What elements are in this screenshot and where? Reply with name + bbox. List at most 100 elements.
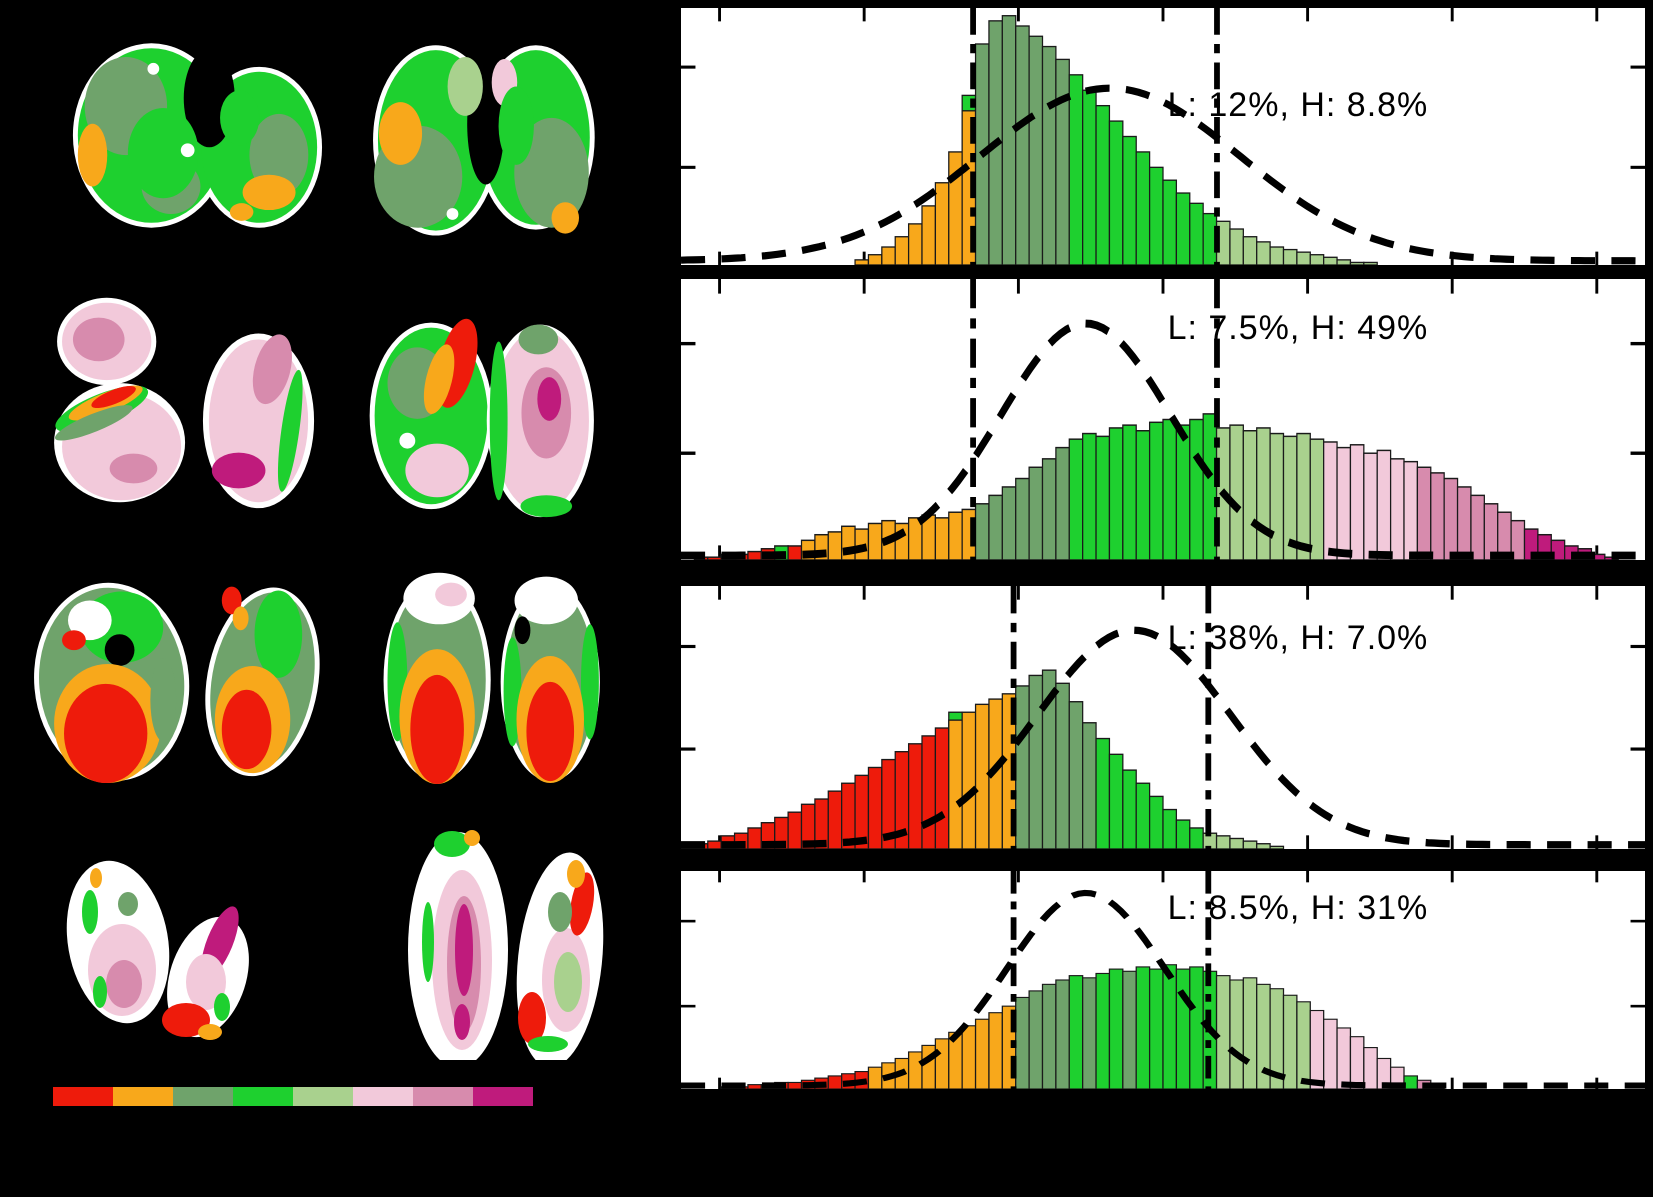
histogram-bar [974, 703, 990, 849]
histogram-bar [1028, 990, 1044, 1089]
histogram-bar [988, 494, 1003, 560]
histogram-bar [707, 840, 722, 849]
histogram-panel-1: L: 12%, H: 8.8% [678, 5, 1648, 273]
histogram-bar [867, 1066, 883, 1089]
histogram-bar [1122, 424, 1137, 560]
histogram-bar [1135, 151, 1151, 265]
histogram-panel-4: L: 8.5%, H: 31% [678, 868, 1648, 1097]
histogram-bar [1389, 458, 1405, 560]
histogram-bar [1108, 427, 1124, 560]
histogram-bar [747, 1084, 762, 1089]
histogram-bar [1095, 972, 1111, 1089]
histogram-bar [1001, 15, 1017, 265]
histogram-bar [934, 727, 950, 849]
histogram-bar [1189, 202, 1204, 265]
histogram-bar [1162, 964, 1178, 1089]
histogram-bar [1430, 472, 1445, 560]
histogram-bar [1122, 970, 1137, 1089]
histogram-bar [1001, 486, 1017, 560]
lung-map-row-2 [0, 272, 648, 530]
histogram-bar [1416, 466, 1432, 560]
histogram-svg-4 [681, 871, 1645, 1089]
histogram-bar [907, 743, 923, 849]
histogram-bar [1456, 486, 1472, 560]
reference-curve [681, 84, 1645, 265]
lung-map-row-4-svg [66, 830, 604, 1060]
histogram-bar [1148, 421, 1164, 560]
colorbar-segment-bright-green [233, 1087, 293, 1106]
histogram-bar [1041, 983, 1057, 1089]
histogram-bar [907, 1051, 923, 1089]
histogram-bar [1108, 120, 1124, 265]
lung-map-row-3 [0, 533, 648, 791]
histogram-bar [1135, 782, 1151, 849]
histogram-bar [1296, 251, 1311, 265]
histogram-svg-3 [681, 586, 1645, 849]
histogram-bar [1068, 975, 1084, 1089]
panel-label-3: L: 38%, H: 7.0% [1167, 619, 1429, 657]
histogram-bar [934, 517, 950, 560]
colorbar-segment-magenta [473, 1087, 533, 1106]
histogram-bar [1215, 975, 1231, 1089]
histogram-bar [1189, 827, 1204, 849]
histogram-bar [1269, 845, 1285, 849]
histogram-bar [1229, 837, 1244, 849]
histogram-bar [1189, 966, 1204, 1089]
histogram-bar [1309, 254, 1325, 265]
histogram-bar [934, 182, 950, 265]
histogram-svg-2 [681, 279, 1645, 560]
histogram-bar [1095, 104, 1111, 265]
histogram-bar [1015, 685, 1030, 849]
histogram-bar [948, 719, 963, 849]
colorbar-segment-red [53, 1087, 113, 1106]
histogram-bar [934, 1038, 950, 1089]
histogram-bar [1296, 1001, 1311, 1089]
histogram-bar [1175, 192, 1191, 265]
histogram-bar [707, 556, 722, 560]
histogram-bar [1028, 466, 1044, 560]
axial-slice-pair [66, 860, 249, 1040]
histogram-bar [988, 1012, 1003, 1089]
histogram-bar [1015, 25, 1030, 265]
histogram-bar [1135, 430, 1151, 560]
histogram-svg-1 [681, 8, 1645, 265]
histogram-bar [1068, 701, 1084, 849]
histogram-bar [1403, 1075, 1419, 1089]
histogram-bar [827, 531, 843, 560]
histogram-bar [894, 236, 910, 265]
histogram-bar [921, 735, 937, 849]
histogram-bar [867, 766, 883, 849]
histogram-bar [1242, 840, 1258, 849]
colorbar [53, 1087, 533, 1106]
histogram-bar [961, 711, 977, 849]
histogram-bar [1349, 1036, 1365, 1089]
histogram-bar [1336, 259, 1352, 265]
histogram-bar [787, 545, 803, 560]
histogram-bar [1148, 795, 1164, 849]
histogram-bar [1068, 438, 1084, 560]
histogram-bar [1256, 843, 1271, 849]
histogram-bar [867, 522, 883, 560]
lung-map-row-1-svg [72, 43, 595, 236]
coronal-slice-pair [373, 45, 595, 236]
histogram-bar [1309, 1009, 1325, 1089]
histogram-bar [1282, 248, 1298, 265]
histogram-bar [1082, 432, 1097, 560]
histogram-bar [1082, 722, 1097, 849]
histogram-bar [1242, 236, 1258, 265]
histogram-bar [1256, 427, 1271, 560]
histogram-bar [1256, 241, 1271, 265]
histogram-bar [787, 1081, 803, 1089]
histogram-bar [907, 517, 923, 560]
histogram-bar [1215, 835, 1231, 849]
histogram-bar [1162, 418, 1178, 560]
histogram-bar [1175, 819, 1191, 849]
reference-curve [681, 889, 1645, 1089]
histogram-bar [1349, 444, 1365, 560]
histogram-bar [1229, 424, 1244, 560]
histogram-panel-3: L: 38%, H: 7.0% [678, 583, 1648, 857]
histogram-bar [948, 511, 963, 560]
histogram-bar [1242, 977, 1258, 1089]
histogram-bar [787, 811, 803, 849]
